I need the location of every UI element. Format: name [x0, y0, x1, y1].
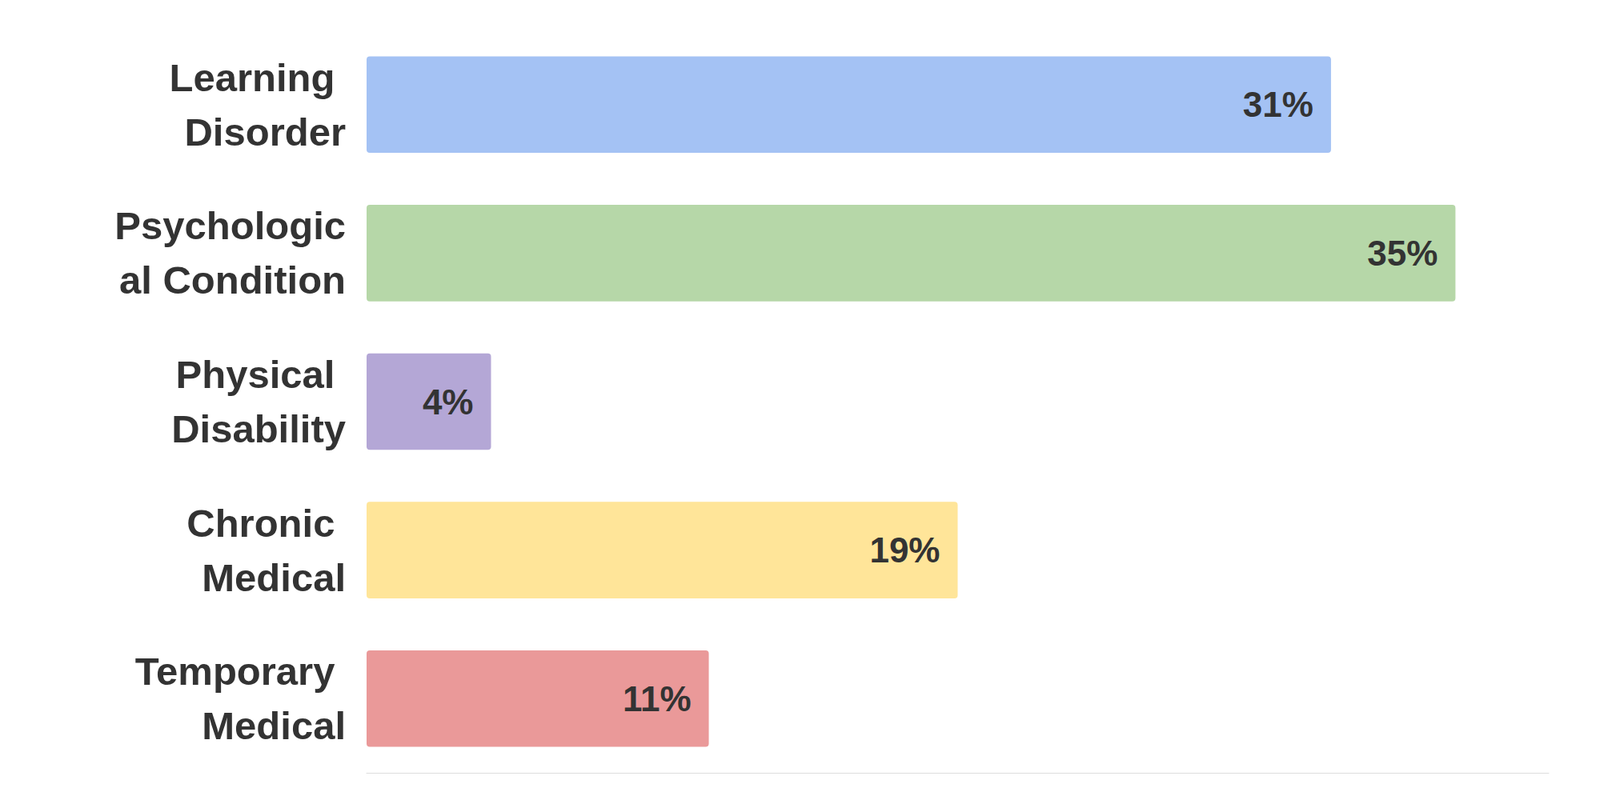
- svg-text:Disorder: Disorder: [184, 110, 346, 154]
- svg-text:Learning: Learning: [168, 56, 346, 100]
- svg-text:35%: 35%: [1367, 233, 1438, 273]
- svg-text:al Condition: al Condition: [119, 258, 346, 302]
- svg-text:31%: 31%: [1243, 84, 1314, 125]
- svg-text:Chronic: Chronic: [186, 501, 346, 546]
- svg-text:Medical: Medical: [201, 704, 346, 748]
- svg-text:Psychologic: Psychologic: [114, 204, 346, 248]
- svg-text:Physical: Physical: [176, 352, 346, 397]
- svg-text:Temporary: Temporary: [135, 649, 346, 694]
- svg-text:11%: 11%: [622, 679, 692, 719]
- svg-text:Disability: Disability: [171, 407, 346, 451]
- svg-text:4%: 4%: [422, 382, 474, 422]
- svg-text:19%: 19%: [869, 530, 940, 570]
- svg-text:Medical: Medical: [201, 556, 346, 600]
